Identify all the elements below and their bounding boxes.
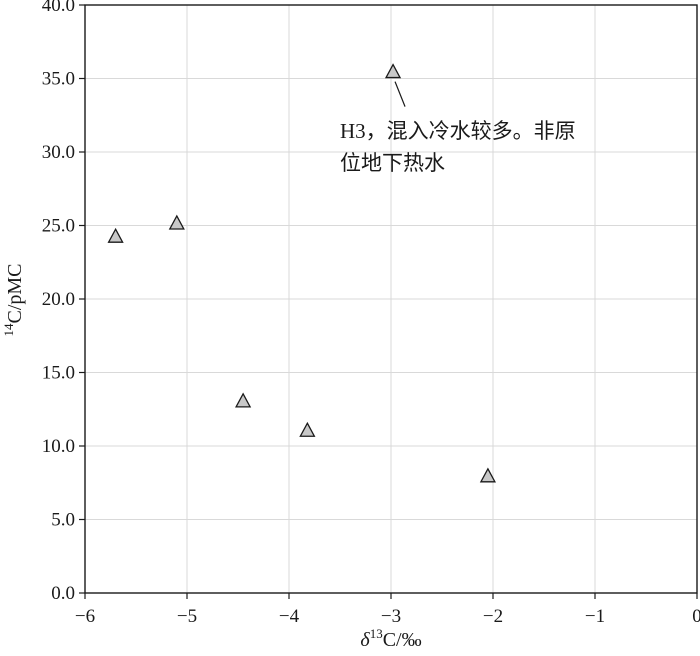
x-tick-label: −2 (483, 606, 503, 627)
y-tick-label: 20.0 (42, 289, 75, 310)
y-tick-label: 5.0 (51, 510, 75, 531)
data-point-triangle (168, 214, 185, 230)
y-tick-labels: 0.0 5.0 10.0 15.0 20.0 25.0 30.0 35.0 40.0 (42, 0, 75, 604)
x-tick-label: −4 (279, 606, 300, 627)
data-point-triangle (384, 63, 402, 79)
y-tick-label: 40.0 (42, 0, 75, 16)
y-axis-label-sup: 14 (1, 323, 16, 337)
x-tick-label: −5 (177, 606, 197, 627)
y-tick-label: 35.0 (42, 69, 75, 90)
annotation-leader-line (394, 81, 406, 107)
axis-ticks (79, 4, 698, 599)
x-axis-label-sup: 13 (370, 626, 383, 641)
x-axis-label-delta: δ (360, 629, 370, 651)
x-axis-label: δ13C/‰ (360, 626, 421, 651)
annotation-line-2: 位地下热水 (340, 151, 445, 175)
x-tick-label: 0 (692, 606, 700, 627)
x-tick-label: −6 (75, 606, 95, 627)
x-tick-label: −3 (381, 606, 401, 627)
y-axis-label-unit: C/pMC (4, 263, 26, 323)
data-points (107, 63, 496, 483)
data-point-triangle (107, 227, 124, 243)
data-point-triangle (299, 421, 316, 437)
y-axis-label: 14C/pMC (1, 263, 26, 336)
y-tick-label: 30.0 (42, 142, 75, 163)
grid-lines (85, 5, 697, 593)
y-tick-label: 10.0 (42, 436, 75, 457)
x-tick-labels: −6 −5 −4 −3 −2 −1 0 (75, 606, 700, 627)
x-axis-label-unit: C/‰ (383, 629, 422, 651)
data-point-triangle (235, 392, 252, 408)
data-point-triangle (479, 467, 496, 483)
x-tick-label: −1 (585, 606, 605, 627)
annotation-line-1: H3，混入冷水较多。非原 (340, 119, 576, 143)
y-tick-label: 15.0 (42, 363, 75, 384)
y-tick-label: 25.0 (42, 216, 75, 237)
y-tick-label: 0.0 (51, 583, 75, 604)
